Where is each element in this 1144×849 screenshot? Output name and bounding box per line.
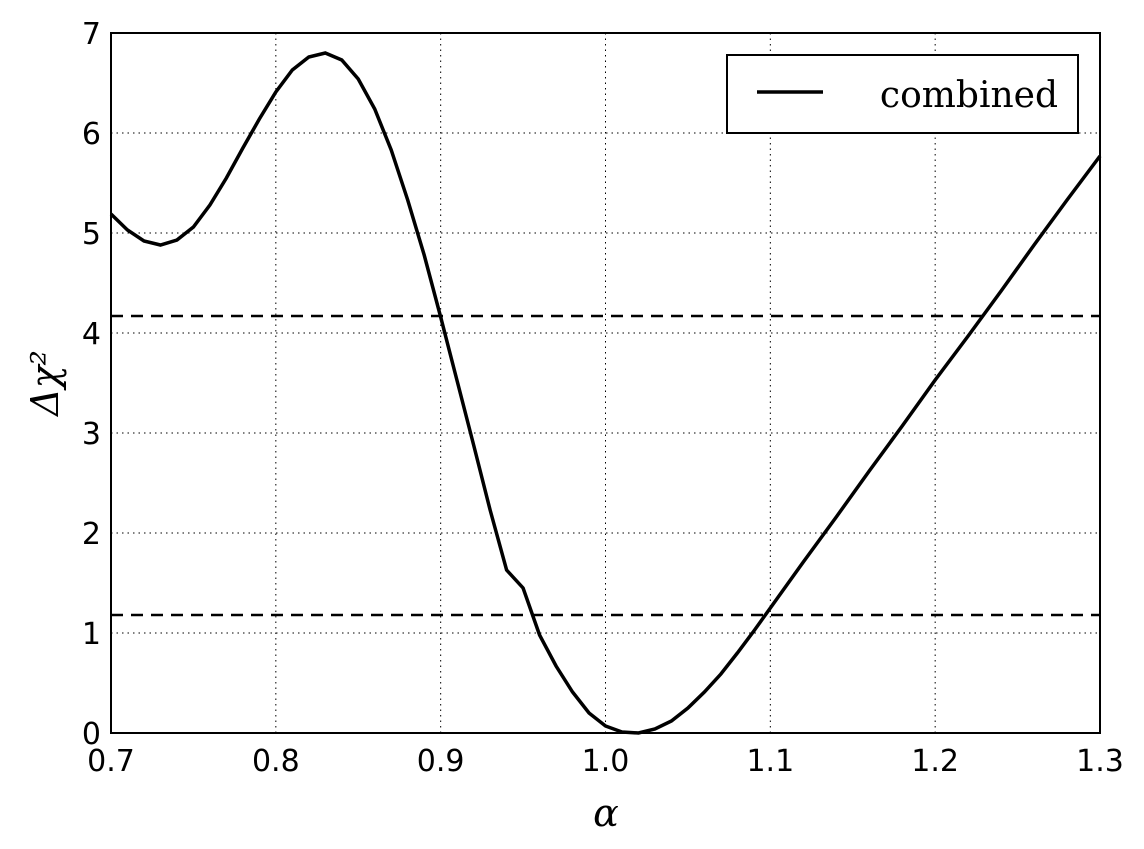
y-tick-label: 3	[82, 417, 101, 452]
x-tick-label: 1.0	[582, 744, 630, 779]
y-tick-label: 4	[82, 317, 101, 352]
x-tick-label: 0.8	[252, 744, 300, 779]
y-tick-label: 1	[82, 617, 101, 652]
legend-label: combined	[880, 75, 1058, 116]
x-tick-label: 0.7	[87, 744, 135, 779]
y-tick-label: 6	[82, 117, 101, 152]
y-tick-label: 2	[82, 517, 101, 552]
x-tick-label: 1.3	[1076, 744, 1124, 779]
plot-frame	[110, 32, 1101, 734]
y-axis-label: Δχ²	[23, 350, 67, 418]
legend-box	[726, 54, 1079, 134]
y-tick-label: 7	[82, 17, 101, 52]
y-tick-label: 0	[82, 717, 101, 752]
x-tick-label: 1.1	[746, 744, 794, 779]
y-tick-label: 5	[82, 217, 101, 252]
x-tick-label: 0.9	[417, 744, 465, 779]
x-tick-label: 1.2	[911, 744, 959, 779]
x-axis-label: α	[593, 791, 619, 835]
data-line	[109, 51, 1102, 735]
